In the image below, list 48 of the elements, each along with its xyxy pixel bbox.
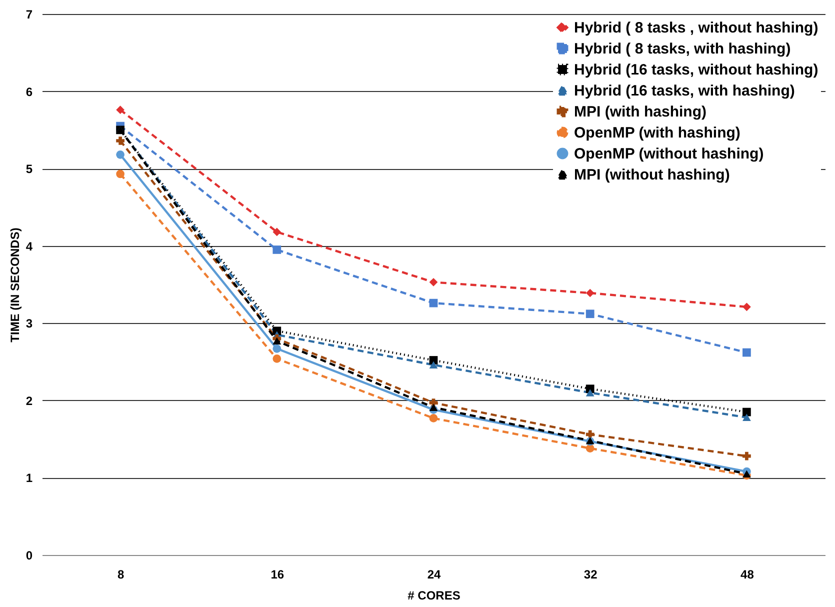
legend-label: MPI (without hashing) — [574, 166, 730, 184]
point — [429, 298, 438, 308]
point — [272, 246, 282, 254]
y-tick-label: 2 — [26, 394, 33, 408]
point — [429, 361, 438, 368]
y-tick-label: 5 — [26, 162, 33, 176]
point — [116, 150, 124, 159]
point — [272, 228, 282, 236]
legend-label: Hybrid ( 8 tasks, with hashing) — [574, 40, 791, 58]
point — [742, 452, 751, 460]
point — [742, 302, 751, 312]
y-tick-label: 3 — [26, 316, 33, 331]
y-tick-label: 7 — [26, 8, 33, 22]
y-tick-label: 1 — [26, 471, 33, 486]
point — [429, 404, 438, 412]
legend-label: MPI (with hashing) — [574, 104, 706, 120]
point — [742, 348, 751, 357]
point — [586, 288, 594, 298]
legend-label: Hybrid (16 tasks, without hashing) — [574, 62, 818, 78]
point — [272, 326, 282, 336]
x-tick-label: 16 — [270, 568, 284, 582]
point — [272, 354, 282, 363]
point — [429, 278, 438, 286]
point — [272, 344, 282, 353]
point — [116, 106, 124, 114]
point — [116, 170, 124, 178]
y-axis-title: TIME (IN SECONDS) — [8, 228, 22, 342]
point — [742, 470, 751, 478]
point — [742, 414, 751, 422]
x-tick-label: 48 — [740, 568, 754, 582]
legend-label: OpenMP (without hashing) — [574, 146, 764, 162]
x-tick-label: 24 — [427, 568, 441, 582]
legend-label: OpenMP (with hashing) — [574, 124, 740, 142]
y-tick-label: 6 — [26, 84, 33, 99]
point — [742, 408, 751, 416]
x-tick-label: 32 — [584, 568, 598, 582]
point — [586, 310, 594, 318]
legend-label: Hybrid ( 8 tasks , without hashing) — [574, 20, 818, 36]
x-axis-title: # CORES — [408, 588, 460, 602]
point — [586, 444, 594, 453]
x-tick-label: 8 — [117, 568, 124, 582]
y-tick-label: 0 — [26, 548, 33, 562]
point — [586, 389, 594, 396]
point — [429, 414, 438, 422]
y-tick-label: 4 — [26, 239, 33, 254]
legend-label: Hybrid (16 tasks, with hashing) — [574, 82, 795, 100]
point — [272, 337, 282, 345]
point — [116, 136, 124, 145]
